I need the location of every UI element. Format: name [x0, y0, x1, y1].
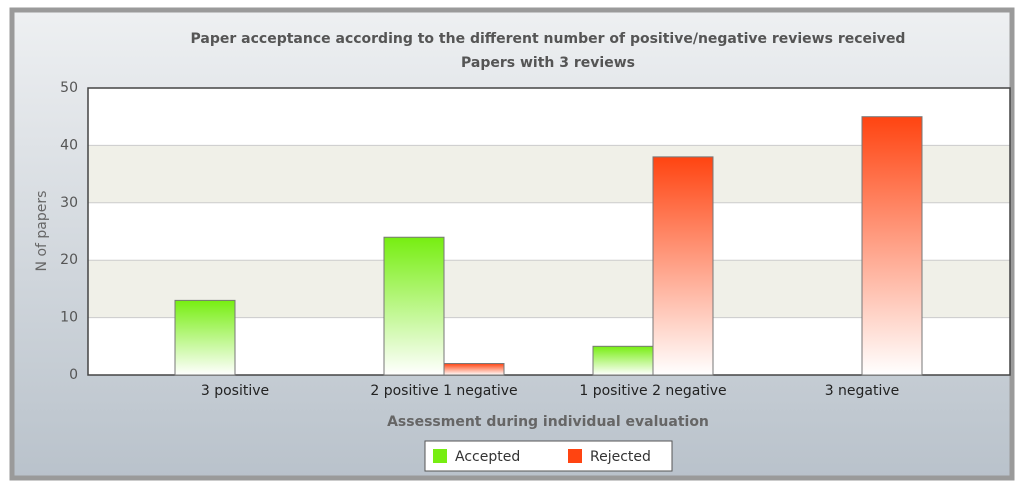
legend-swatch: [433, 449, 447, 463]
bar: [592, 345, 654, 376]
legend: Accepted Rejected: [424, 440, 673, 472]
bar: [652, 156, 714, 376]
legend-label: Rejected: [590, 449, 651, 465]
y-axis-title: N of papers: [34, 191, 50, 272]
y-tick-label: 40: [60, 137, 78, 153]
y-tick-label: 30: [60, 195, 78, 211]
x-axis-title: Assessment during individual evaluation: [387, 414, 709, 430]
y-tick-label: 50: [60, 80, 78, 96]
x-tick-label: 1 positive 2 negative: [579, 383, 726, 399]
bar: [174, 299, 236, 376]
legend-label: Accepted: [455, 449, 520, 465]
x-tick-label: 3 negative: [825, 383, 900, 399]
chart-subtitle: Papers with 3 reviews: [461, 55, 635, 71]
plot-background: [88, 88, 1010, 375]
bar: [861, 116, 923, 376]
plot-border: [87, 87, 1011, 376]
y-tick-label: 0: [69, 367, 78, 383]
bar: [443, 363, 505, 376]
grid-band: [88, 145, 1010, 203]
x-tick-label: 3 positive: [201, 383, 269, 399]
y-tick-label: 10: [60, 310, 78, 326]
grid-band: [88, 260, 1010, 318]
x-tick-label: 2 positive 1 negative: [370, 383, 517, 399]
legend-box: [424, 440, 673, 472]
y-tick-label: 20: [60, 252, 78, 268]
bar: [383, 236, 445, 376]
legend-swatch: [568, 449, 582, 463]
plot-area: [87, 87, 1011, 376]
chart-title: Paper acceptance according to the differ…: [191, 31, 906, 47]
